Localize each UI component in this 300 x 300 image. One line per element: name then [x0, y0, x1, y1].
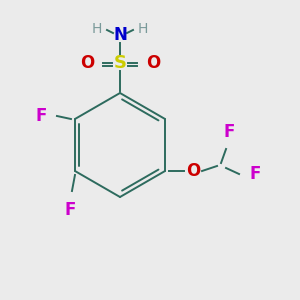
Text: O: O: [186, 162, 200, 180]
Text: O: O: [146, 54, 160, 72]
Text: H: H: [92, 22, 102, 36]
Text: F: F: [64, 201, 76, 219]
Text: N: N: [113, 26, 127, 44]
Text: H: H: [138, 22, 148, 36]
Text: O: O: [80, 54, 94, 72]
Text: F: F: [223, 123, 235, 141]
Text: F: F: [249, 165, 260, 183]
Text: F: F: [36, 107, 47, 125]
Text: S: S: [113, 54, 127, 72]
